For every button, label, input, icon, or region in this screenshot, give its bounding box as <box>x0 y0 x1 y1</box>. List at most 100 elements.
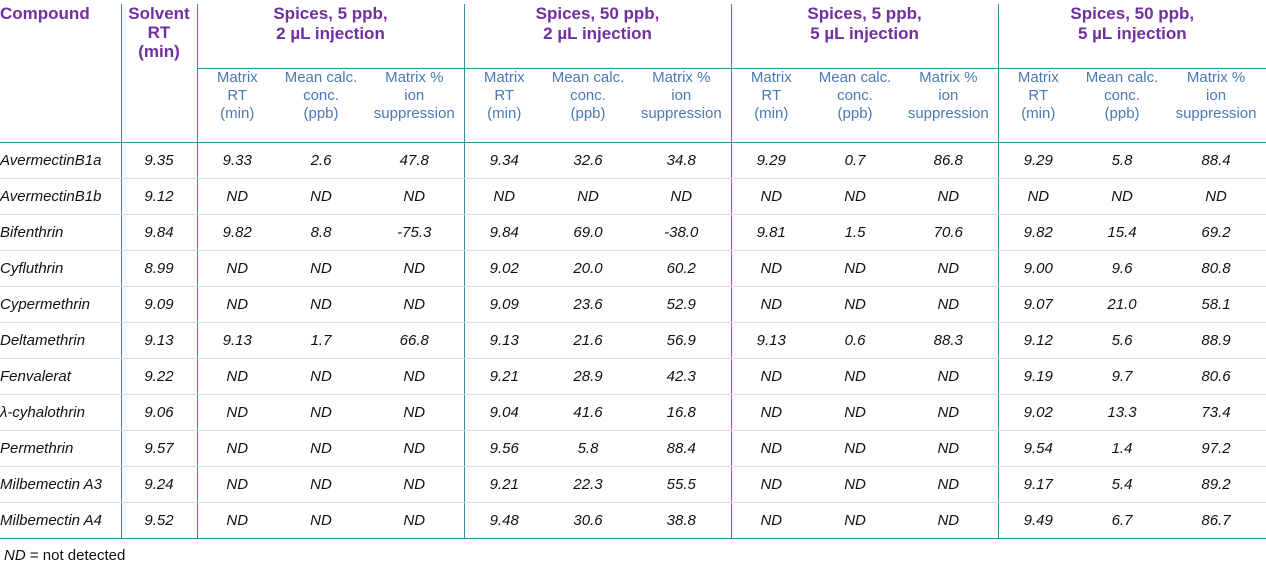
value-cell: ND <box>730 250 812 287</box>
compound-name-cell: Milbemectin A3 <box>0 466 121 503</box>
value-cell: 5.8 <box>1078 142 1167 179</box>
solvent-rt-cell: 9.12 <box>120 178 197 215</box>
value-cell: 5.8 <box>544 430 632 467</box>
table-row: λ-cyhalothrin 9.06 ND ND ND 9.04 41.6 16.8 ND ND N… <box>0 394 1266 431</box>
value-cell: 9.84 <box>463 214 544 251</box>
value-cell: 86.8 <box>899 142 999 179</box>
solvent-rt-cell: 9.09 <box>120 286 197 323</box>
value-cell: 9.17 <box>997 466 1079 503</box>
value-cell: ND <box>365 250 464 287</box>
value-cell: ND <box>277 502 365 539</box>
value-cell: 60.2 <box>632 250 732 287</box>
value-cell: ND <box>899 466 999 503</box>
value-cell: 9.19 <box>997 358 1079 395</box>
solvent-rt-cell: 9.24 <box>120 466 197 503</box>
group-header: Spices, 5 ppb, 2 µL injection <box>196 4 464 69</box>
value-cell: 80.6 <box>1166 358 1266 395</box>
value-cell: ND <box>899 250 999 287</box>
value-cell: ND <box>277 250 365 287</box>
value-cell: 9.29 <box>997 142 1079 179</box>
value-cell: ND <box>730 286 812 323</box>
value-cell: 1.7 <box>277 322 365 359</box>
value-cell: ND <box>811 358 900 395</box>
solvent-rt-cell: 9.22 <box>120 358 197 395</box>
value-cell: 9.49 <box>997 502 1079 539</box>
value-cell: ND <box>196 466 277 503</box>
value-cell: ND <box>196 358 277 395</box>
value-cell: 9.02 <box>463 250 544 287</box>
value-cell: 34.8 <box>632 142 732 179</box>
table-row: Deltamethrin 9.13 9.13 1.7 66.8 9.13 21.6 56.9 9… <box>0 322 1266 359</box>
value-cell: ND <box>730 178 812 215</box>
value-cell: ND <box>277 466 365 503</box>
value-cell: 86.7 <box>1166 502 1266 539</box>
value-cell: ND <box>196 502 277 539</box>
value-cell: 80.8 <box>1166 250 1266 287</box>
compound-name-cell: λ-cyhalothrin <box>0 394 121 431</box>
value-cell: 0.7 <box>811 142 900 179</box>
value-cell: 9.02 <box>997 394 1079 431</box>
value-cell: 16.8 <box>632 394 732 431</box>
value-cell: ND <box>365 466 464 503</box>
sub-column-header: Matrix RT (min) <box>196 68 277 143</box>
value-cell: ND <box>899 358 999 395</box>
value-cell: ND <box>632 178 732 215</box>
sub-column-header: Matrix RT (min) <box>730 68 812 143</box>
value-cell: 1.5 <box>811 214 900 251</box>
value-cell: 9.54 <box>997 430 1079 467</box>
value-cell: ND <box>811 394 900 431</box>
value-cell: 97.2 <box>1166 430 1266 467</box>
group-header: Spices, 5 ppb, 5 µL injection <box>730 4 999 69</box>
value-cell: 55.5 <box>632 466 732 503</box>
value-cell: 38.8 <box>632 502 732 539</box>
value-cell: ND <box>730 430 812 467</box>
value-cell: ND <box>811 178 900 215</box>
compound-name-cell: Fenvalerat <box>0 358 121 395</box>
value-cell: 88.9 <box>1166 322 1266 359</box>
value-cell: 9.48 <box>463 502 544 539</box>
value-cell: 9.12 <box>997 322 1079 359</box>
table-row: Cypermethrin 9.09 ND ND ND 9.09 23.6 52.9 ND ND ND… <box>0 286 1266 323</box>
value-cell: 9.34 <box>463 142 544 179</box>
value-cell: 9.33 <box>196 142 277 179</box>
value-cell: ND <box>811 466 900 503</box>
footnote-abbreviation: ND <box>4 547 26 564</box>
value-cell: ND <box>899 286 999 323</box>
value-cell: 9.00 <box>997 250 1079 287</box>
compound-name-cell: Bifenthrin <box>0 214 121 251</box>
value-cell: 56.9 <box>632 322 732 359</box>
sub-column-header: Matrix % ion suppression <box>1166 68 1266 143</box>
solvent-rt-cell: 9.13 <box>120 322 197 359</box>
value-cell: ND <box>196 430 277 467</box>
value-cell: 9.21 <box>463 466 544 503</box>
value-cell: ND <box>277 286 365 323</box>
value-cell: 9.21 <box>463 358 544 395</box>
value-cell: -75.3 <box>365 214 464 251</box>
value-cell: ND <box>899 178 999 215</box>
value-cell: ND <box>277 394 365 431</box>
solvent-rt-cell: 9.84 <box>120 214 197 251</box>
value-cell: 6.7 <box>1078 502 1167 539</box>
compound-name-cell: Cyfluthrin <box>0 250 121 287</box>
value-cell: 58.1 <box>1166 286 1266 323</box>
value-cell: ND <box>730 358 812 395</box>
solvent-rt-cell: 9.57 <box>120 430 197 467</box>
value-cell: ND <box>365 394 464 431</box>
compound-header: Compound <box>0 4 121 143</box>
value-cell: 23.6 <box>544 286 632 323</box>
value-cell: 88.4 <box>1166 142 1266 179</box>
sub-column-header: Matrix % ion suppression <box>632 68 732 143</box>
value-cell: 21.6 <box>544 322 632 359</box>
value-cell: ND <box>463 178 544 215</box>
value-cell: 9.13 <box>196 322 277 359</box>
value-cell: 70.6 <box>899 214 999 251</box>
sub-column-header: Mean calc. conc. (ppb) <box>811 68 900 143</box>
value-cell: 66.8 <box>365 322 464 359</box>
value-cell: 42.3 <box>632 358 732 395</box>
value-cell: 9.13 <box>463 322 544 359</box>
value-cell: 20.0 <box>544 250 632 287</box>
compound-name-cell: Cypermethrin <box>0 286 121 323</box>
value-cell: 32.6 <box>544 142 632 179</box>
value-cell: ND <box>277 358 365 395</box>
value-cell: 41.6 <box>544 394 632 431</box>
